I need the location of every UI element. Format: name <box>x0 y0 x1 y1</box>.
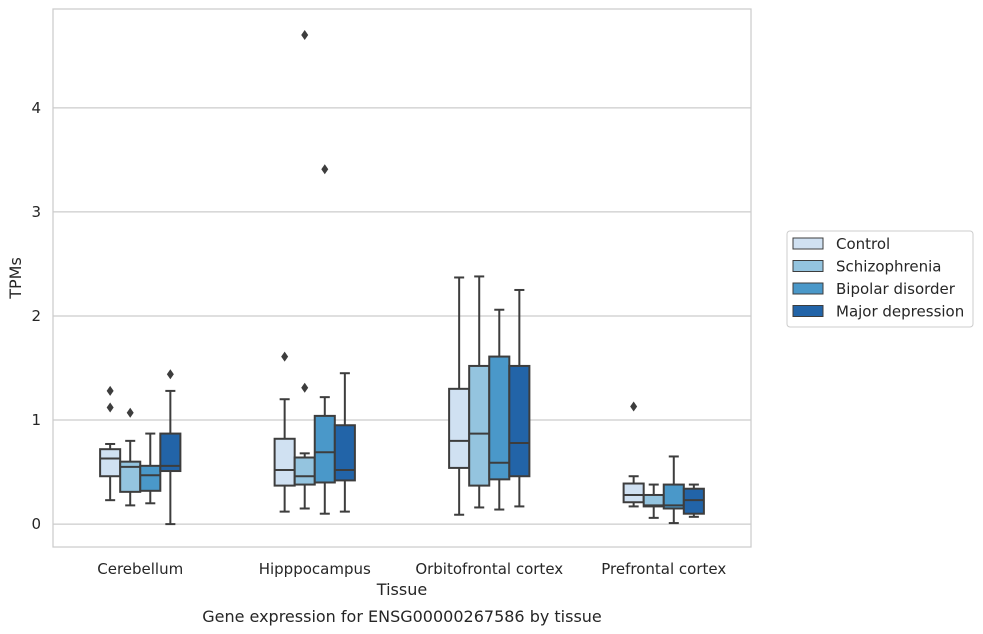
box-group <box>139 432 162 505</box>
outlier-point <box>630 401 638 412</box>
x-tick-label: Prefrontal cortex <box>601 560 726 578</box>
y-tick-label: 4 <box>31 99 41 117</box>
box-group <box>333 372 356 513</box>
box-group <box>448 276 471 516</box>
box <box>273 437 296 487</box>
x-tick-label: Cerebellum <box>97 560 183 578</box>
box <box>682 487 705 515</box>
grid-lines <box>53 107 751 525</box>
box-group <box>99 385 122 502</box>
box-group <box>488 308 511 511</box>
legend-items: Control Schizophrenia Bipolar disorder Majo… <box>792 235 964 321</box>
box <box>622 482 645 504</box>
box-group <box>642 483 665 519</box>
box-group <box>293 30 316 510</box>
box-group <box>119 407 142 507</box>
outlier-point <box>106 402 114 413</box>
legend-swatch <box>792 260 824 272</box>
box <box>448 387 471 469</box>
y-tick-label: 3 <box>31 203 41 221</box>
legend: Control Schizophrenia Bipolar disorder Majo… <box>786 230 974 328</box>
y-tick-labels: 0 1 2 3 4 <box>31 99 41 533</box>
box <box>468 364 491 487</box>
box-group <box>622 401 645 508</box>
box-group <box>468 275 491 509</box>
box-group <box>273 351 296 513</box>
legend-swatch <box>792 237 824 250</box>
y-axis-label: TPMs <box>6 257 25 300</box>
x-tick-label: Orbitofrontal cortex <box>415 560 563 578</box>
boxes <box>99 30 705 526</box>
figure-caption: Gene expression for ENSG00000267586 by t… <box>202 607 602 626</box>
x-tick-label: Hipppocampus <box>259 560 371 578</box>
plot-frame <box>52 8 752 548</box>
legend-label: Schizophrenia <box>836 258 941 276</box>
box <box>508 364 531 478</box>
box <box>159 432 182 473</box>
box-group <box>508 288 531 508</box>
x-axis-label: Tissue <box>376 580 427 599</box>
outlier-point <box>126 407 134 418</box>
box <box>139 464 162 492</box>
outlier-point <box>321 164 329 175</box>
box-group <box>662 455 685 525</box>
box <box>293 456 316 486</box>
outlier-point <box>281 351 289 362</box>
legend-label: Major depression <box>836 303 964 321</box>
box <box>99 448 122 478</box>
y-tick-label: 1 <box>31 411 41 429</box>
box-group <box>313 164 336 515</box>
y-tick-label: 2 <box>31 307 41 325</box>
outlier-point <box>166 369 174 380</box>
box-group <box>159 369 182 526</box>
outlier-point <box>106 385 114 396</box>
outlier-point <box>301 30 309 41</box>
y-tick-label: 0 <box>31 515 41 533</box>
outlier-point <box>301 382 309 393</box>
box <box>313 414 336 484</box>
legend-swatch <box>792 305 824 317</box>
legend-label: Bipolar disorder <box>836 280 956 298</box>
box <box>488 355 511 481</box>
x-tick-labels: Cerebellum Hipppocampus Orbitofrontal cort… <box>97 560 726 578</box>
box <box>333 424 356 482</box>
legend-swatch <box>792 282 824 295</box>
legend-frame <box>786 230 974 328</box>
legend-label: Control <box>836 235 890 253</box>
box-group <box>682 483 705 518</box>
